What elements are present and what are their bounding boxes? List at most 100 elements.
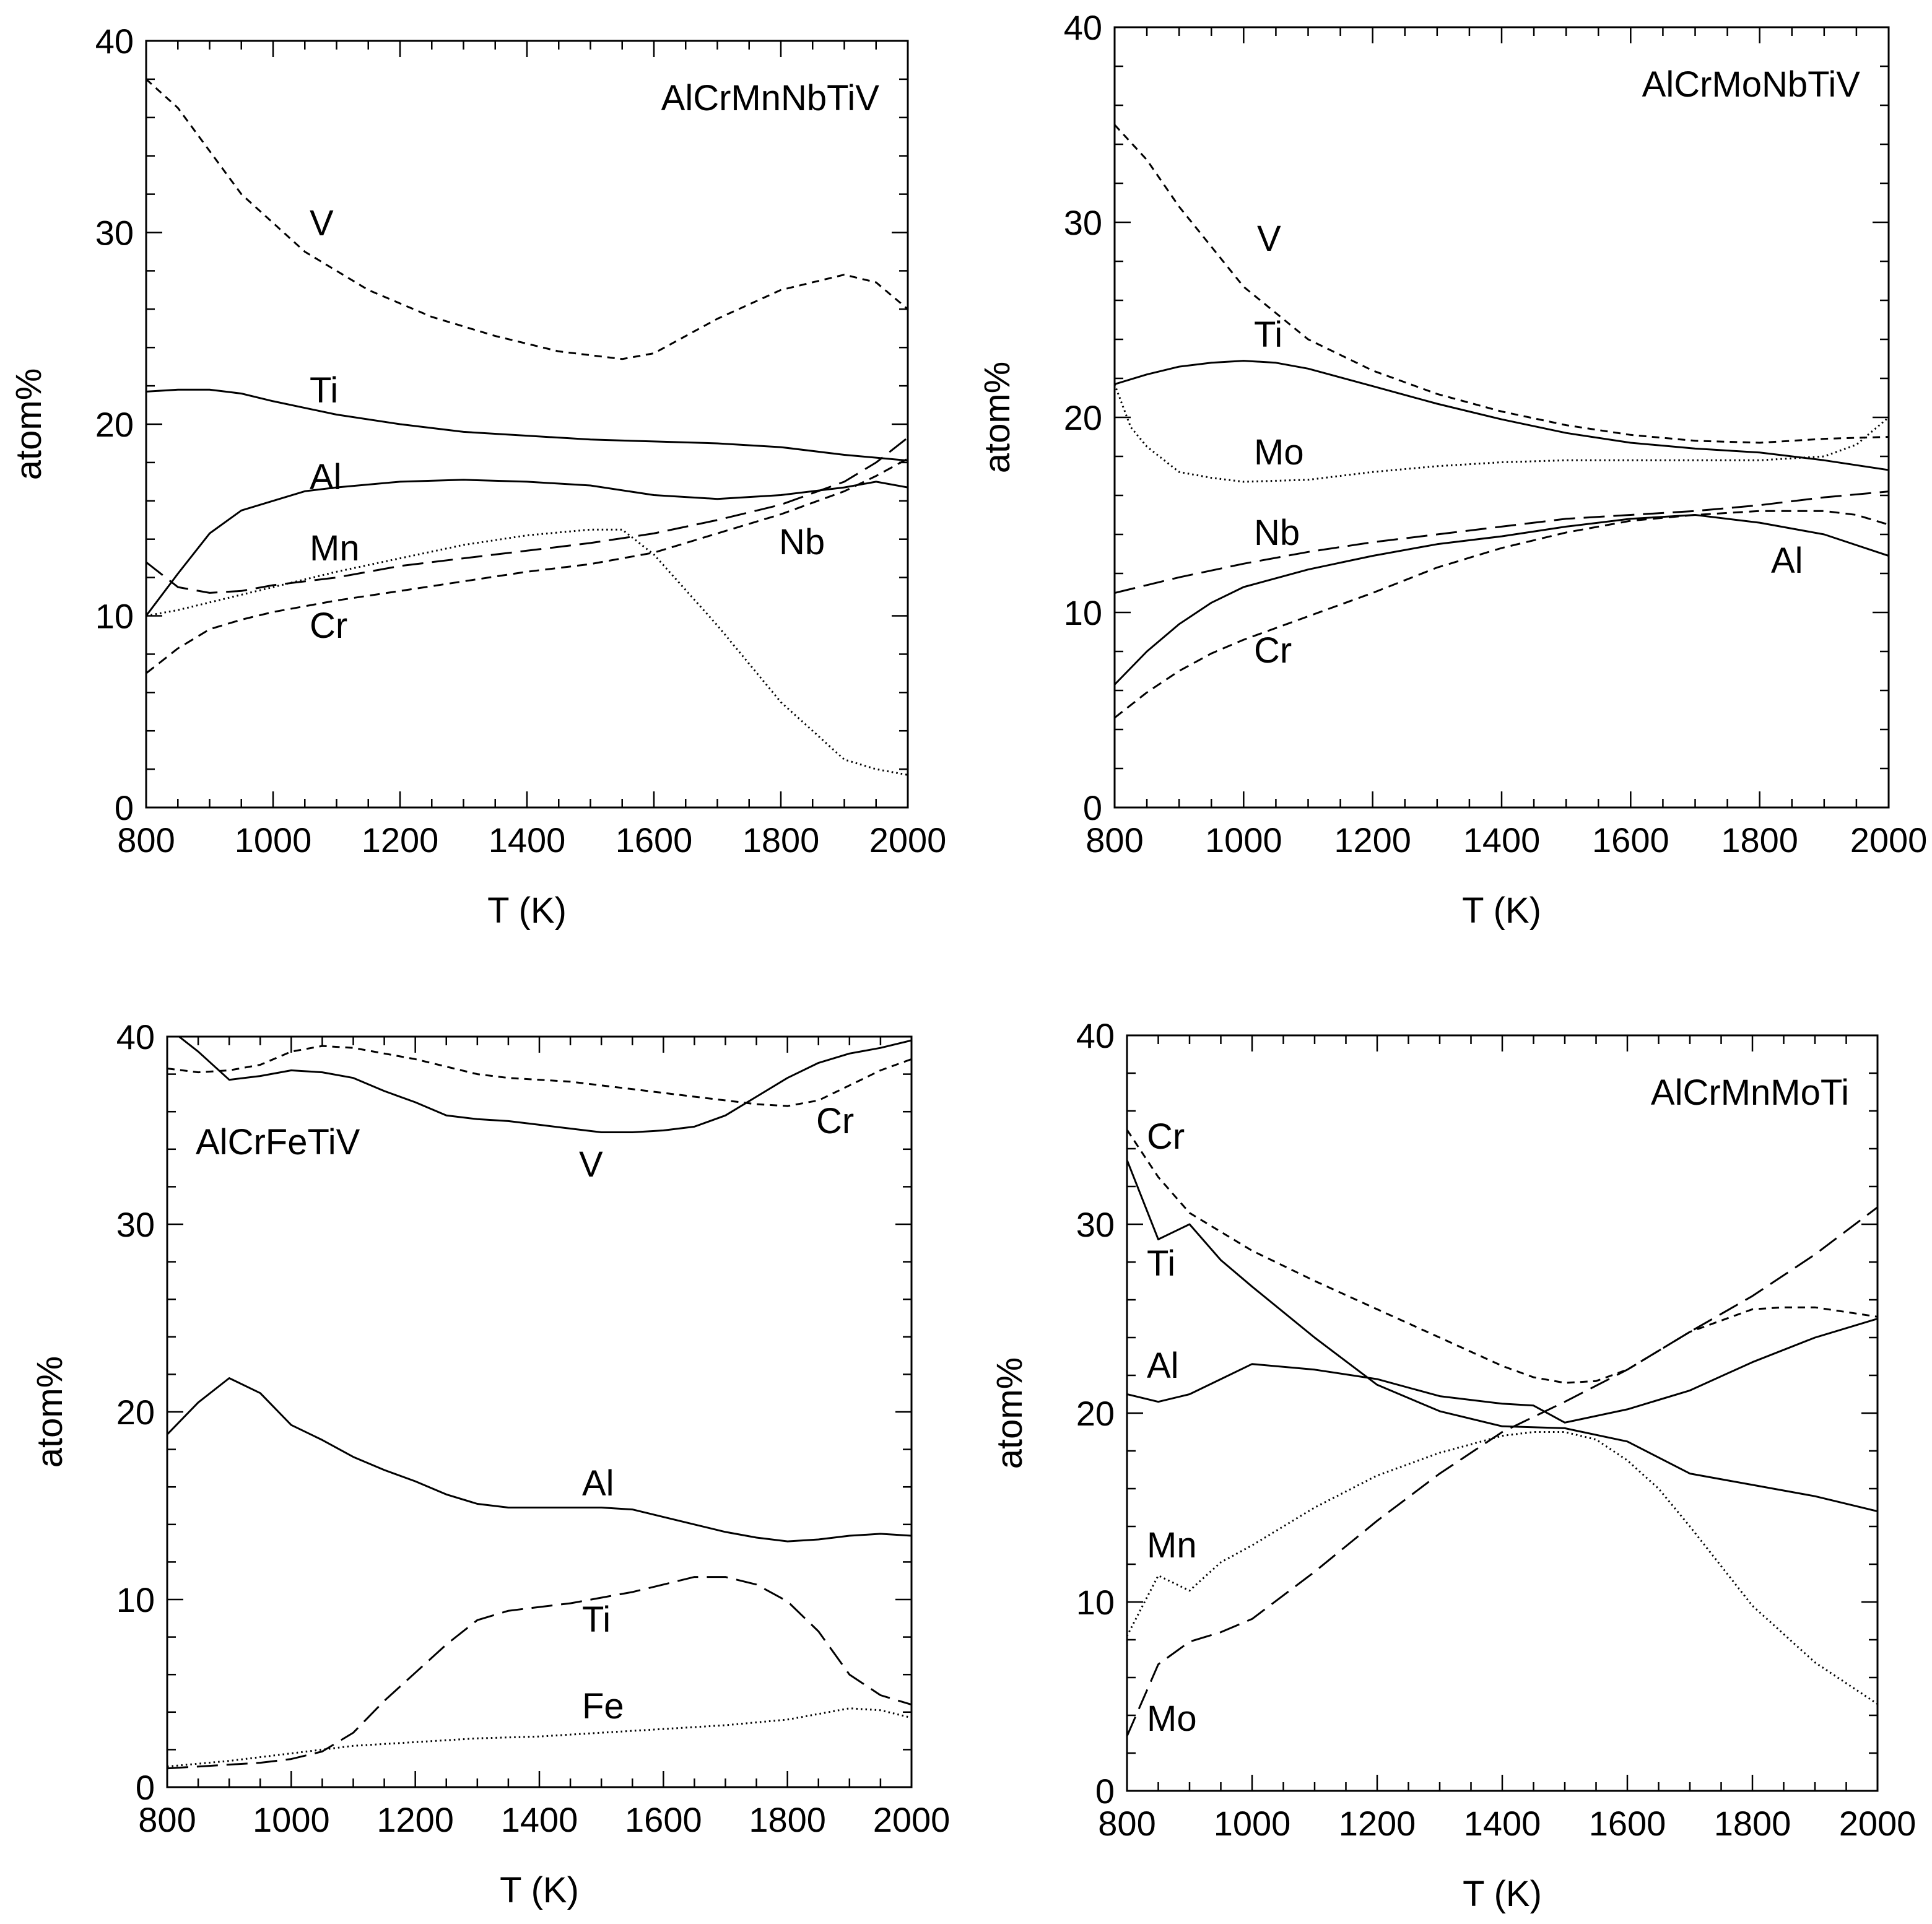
series-line-mn bbox=[1127, 1431, 1878, 1705]
x-tick-label: 1400 bbox=[1464, 1804, 1541, 1843]
x-tick-label: 1800 bbox=[1721, 821, 1798, 860]
y-tick-label: 40 bbox=[1076, 1016, 1115, 1055]
x-tick-label: 1000 bbox=[1214, 1804, 1291, 1843]
series-line-nb bbox=[1115, 490, 1889, 594]
series-line-mo bbox=[1115, 383, 1889, 483]
series-line-cr bbox=[1127, 1129, 1878, 1384]
plot-frame bbox=[1113, 26, 1890, 809]
x-tick-label: 1000 bbox=[235, 821, 312, 860]
x-tick-label: 1600 bbox=[1589, 1804, 1666, 1843]
x-tick-label: 800 bbox=[138, 1800, 196, 1839]
series-line-ti bbox=[167, 1576, 912, 1770]
y-tick-label: 20 bbox=[95, 405, 134, 444]
series-label-fe: Fe bbox=[582, 1686, 624, 1726]
series-line-al bbox=[146, 479, 908, 617]
y-tick-label: 20 bbox=[1076, 1394, 1115, 1433]
x-axis-label: T (K) bbox=[487, 890, 567, 931]
y-tick-label: 0 bbox=[115, 788, 134, 827]
y-tick-label: 10 bbox=[1076, 1583, 1115, 1622]
x-tick-label: 1200 bbox=[362, 821, 439, 860]
x-tick-label: 800 bbox=[117, 821, 175, 860]
chart-panel-3: 800 1000 1200 1400 1600 1800 2000 0 10 20 30 40 T (K… bbox=[990, 1016, 1916, 1914]
x-tick-label: 1200 bbox=[1339, 1804, 1416, 1843]
plot-frame bbox=[1126, 1034, 1879, 1792]
y-tick-label: 10 bbox=[1064, 593, 1102, 632]
series-label-mn: Mn bbox=[310, 528, 360, 568]
y-tick-label: 30 bbox=[1076, 1205, 1115, 1244]
y-tick-label: 30 bbox=[116, 1205, 155, 1244]
x-tick-label: 1000 bbox=[1205, 821, 1282, 860]
y-tick-label: 40 bbox=[116, 1017, 155, 1056]
x-tick-label: 800 bbox=[1098, 1804, 1155, 1843]
x-tick-label: 1600 bbox=[625, 1800, 702, 1839]
x-tick-label: 1400 bbox=[489, 821, 566, 860]
series-line-al bbox=[1115, 514, 1889, 686]
series-label-cr: Cr bbox=[1147, 1117, 1185, 1157]
x-tick-label: 2000 bbox=[873, 1800, 951, 1839]
series-label-mo: Mo bbox=[1147, 1699, 1197, 1739]
series-label-mn: Mn bbox=[1147, 1525, 1197, 1565]
series-line-ti bbox=[1115, 360, 1889, 471]
chart-panel-2: 800 1000 1200 1400 1600 1800 2000 0 10 20 30 40 T (K… bbox=[30, 1017, 950, 1910]
series-line-mn bbox=[146, 528, 908, 776]
x-tick-label: 2000 bbox=[1839, 1804, 1917, 1843]
x-tick-label: 1600 bbox=[1592, 821, 1669, 860]
y-axis-label: atom% bbox=[977, 362, 1017, 474]
x-tick-label: 1200 bbox=[376, 1800, 454, 1839]
y-tick-label: 10 bbox=[116, 1580, 155, 1619]
series-line-cr bbox=[1115, 510, 1889, 719]
x-tick-label: 1200 bbox=[1334, 821, 1411, 860]
y-tick-label: 30 bbox=[1064, 203, 1102, 242]
series-line-al bbox=[1127, 1318, 1878, 1424]
series-label-mo: Mo bbox=[1254, 432, 1304, 472]
series-line-al bbox=[167, 1377, 912, 1543]
series-line-ti bbox=[146, 388, 908, 462]
series-label-al: Al bbox=[1771, 541, 1803, 581]
series-label-al: Al bbox=[310, 457, 342, 497]
series-label-cr: Cr bbox=[1254, 630, 1292, 671]
x-tick-label: 1400 bbox=[501, 1800, 578, 1839]
y-tick-label: 0 bbox=[1083, 788, 1102, 827]
y-tick-label: 30 bbox=[95, 214, 134, 253]
y-tick-label: 10 bbox=[95, 597, 134, 636]
series-line-mo bbox=[1127, 1206, 1878, 1737]
series-label-ti: Ti bbox=[310, 370, 338, 411]
series-label-v: V bbox=[1257, 219, 1281, 259]
chart-panel-0: 800 1000 1200 1400 1600 1800 2000 0 10 20 30 40 T (K… bbox=[9, 22, 946, 931]
x-tick-label: 1400 bbox=[1463, 821, 1541, 860]
y-tick-label: 0 bbox=[1095, 1772, 1115, 1811]
series-label-cr: Cr bbox=[310, 606, 347, 646]
x-tick-label: 1000 bbox=[253, 1800, 330, 1839]
series-label-al: Al bbox=[582, 1463, 614, 1504]
x-tick-label: 1800 bbox=[1714, 1804, 1791, 1843]
series-line-v bbox=[177, 1037, 912, 1133]
y-tick-label: 0 bbox=[136, 1768, 155, 1807]
x-tick-label: 800 bbox=[1086, 821, 1143, 860]
y-tick-label: 40 bbox=[1064, 8, 1102, 47]
series-label-ti: Ti bbox=[1147, 1243, 1175, 1284]
series-line-cr bbox=[146, 458, 908, 674]
series-line-cr bbox=[167, 1045, 912, 1107]
x-axis-label: T (K) bbox=[1463, 1874, 1542, 1914]
series-label-ti: Ti bbox=[1254, 315, 1282, 355]
series-line-fe bbox=[167, 1707, 912, 1768]
x-axis-label: T (K) bbox=[500, 1870, 579, 1910]
series-line-v bbox=[146, 78, 908, 360]
y-tick-label: 40 bbox=[95, 22, 134, 61]
y-tick-label: 20 bbox=[1064, 398, 1102, 437]
plot-frame bbox=[145, 40, 909, 809]
x-axis-label: T (K) bbox=[1462, 890, 1541, 931]
x-tick-label: 1600 bbox=[616, 821, 693, 860]
panel-title: AlCrMoNbTiV bbox=[1642, 64, 1861, 105]
chart-panel-1: 800 1000 1200 1400 1600 1800 2000 0 10 20 30 40 T (K… bbox=[977, 8, 1927, 931]
series-label-ti: Ti bbox=[582, 1600, 611, 1640]
panel-title: AlCrFeTiV bbox=[196, 1122, 360, 1162]
y-axis-label: atom% bbox=[9, 368, 49, 481]
x-tick-label: 2000 bbox=[869, 821, 947, 860]
y-axis-label: atom% bbox=[990, 1357, 1030, 1469]
series-label-nb: Nb bbox=[1254, 513, 1300, 553]
y-tick-label: 20 bbox=[116, 1393, 155, 1432]
x-tick-label: 1800 bbox=[749, 1800, 826, 1839]
series-label-nb: Nb bbox=[779, 522, 825, 562]
